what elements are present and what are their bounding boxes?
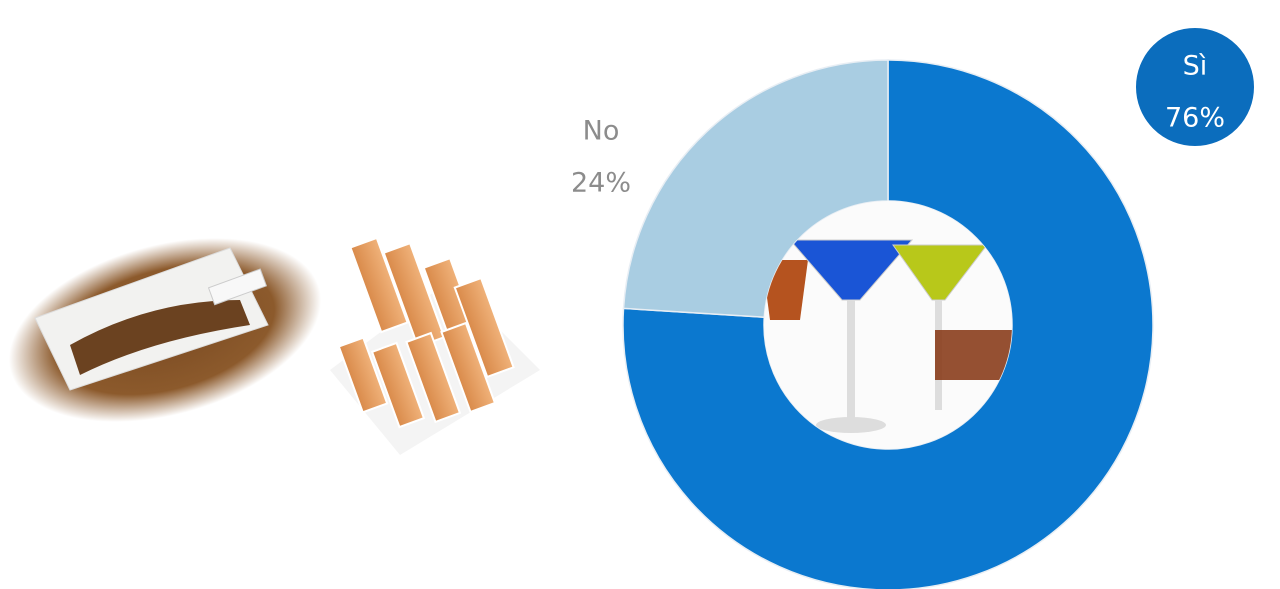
tobacco-image: [0, 206, 342, 453]
cigarettes-image: [330, 238, 540, 455]
slide: Sì 76% No 24%: [0, 0, 1280, 589]
slice-value-label: 24%: [571, 168, 631, 199]
slice-label: No: [583, 116, 620, 147]
slice-value-label: 76%: [1165, 103, 1225, 134]
slice-label: Sì: [1183, 51, 1208, 82]
